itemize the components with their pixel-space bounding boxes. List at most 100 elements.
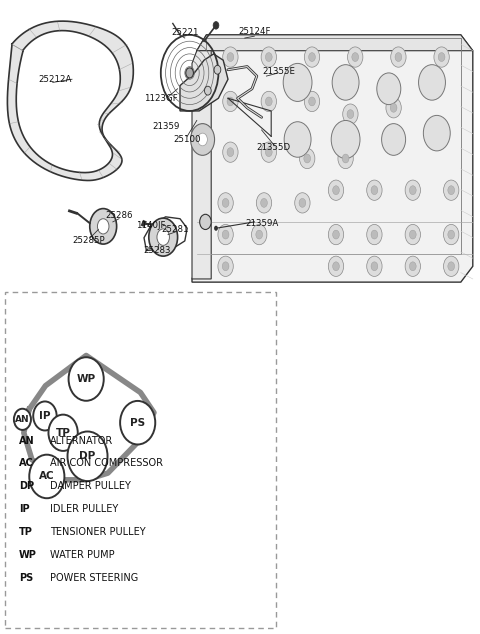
Circle shape bbox=[309, 97, 315, 106]
Circle shape bbox=[371, 262, 378, 271]
Circle shape bbox=[149, 218, 178, 256]
Text: 25286: 25286 bbox=[105, 211, 133, 220]
Circle shape bbox=[405, 224, 420, 245]
Circle shape bbox=[261, 91, 276, 112]
Circle shape bbox=[204, 86, 211, 95]
Circle shape bbox=[405, 180, 420, 200]
Circle shape bbox=[304, 91, 320, 112]
Circle shape bbox=[448, 186, 455, 195]
Circle shape bbox=[227, 148, 234, 157]
Ellipse shape bbox=[14, 409, 31, 430]
Circle shape bbox=[391, 47, 406, 67]
Circle shape bbox=[256, 230, 263, 239]
Circle shape bbox=[284, 122, 311, 157]
Circle shape bbox=[265, 148, 272, 157]
Circle shape bbox=[444, 224, 459, 245]
Circle shape bbox=[223, 142, 238, 162]
Circle shape bbox=[331, 120, 360, 158]
Text: 21355E: 21355E bbox=[262, 67, 295, 75]
Text: TP: TP bbox=[19, 527, 33, 537]
Circle shape bbox=[333, 262, 339, 271]
Circle shape bbox=[448, 262, 455, 271]
Text: WP: WP bbox=[19, 550, 37, 560]
Polygon shape bbox=[192, 51, 211, 279]
Circle shape bbox=[213, 22, 219, 29]
Circle shape bbox=[283, 63, 312, 101]
Circle shape bbox=[448, 230, 455, 239]
Circle shape bbox=[367, 180, 382, 200]
Circle shape bbox=[371, 230, 378, 239]
Circle shape bbox=[333, 230, 339, 239]
Circle shape bbox=[434, 47, 449, 67]
Text: AN: AN bbox=[19, 436, 35, 446]
Circle shape bbox=[223, 91, 238, 112]
Circle shape bbox=[342, 154, 349, 163]
Text: TENSIONER PULLEY: TENSIONER PULLEY bbox=[50, 527, 146, 537]
Circle shape bbox=[409, 230, 416, 239]
Circle shape bbox=[338, 148, 353, 169]
Circle shape bbox=[191, 124, 215, 155]
Circle shape bbox=[367, 256, 382, 276]
Text: 25283: 25283 bbox=[144, 246, 171, 255]
Circle shape bbox=[222, 230, 229, 239]
Circle shape bbox=[438, 53, 445, 61]
Circle shape bbox=[347, 110, 354, 119]
Circle shape bbox=[382, 124, 406, 155]
Text: 25285P: 25285P bbox=[72, 236, 105, 245]
Circle shape bbox=[395, 53, 402, 61]
Ellipse shape bbox=[120, 401, 155, 444]
Circle shape bbox=[218, 224, 233, 245]
Ellipse shape bbox=[29, 455, 64, 498]
Circle shape bbox=[332, 65, 359, 100]
Circle shape bbox=[299, 198, 306, 207]
Circle shape bbox=[261, 47, 276, 67]
Text: ALTERNATOR: ALTERNATOR bbox=[50, 436, 114, 446]
Text: AC: AC bbox=[39, 472, 55, 481]
FancyBboxPatch shape bbox=[5, 292, 276, 628]
Text: 1123GF: 1123GF bbox=[144, 94, 178, 103]
Circle shape bbox=[444, 256, 459, 276]
Circle shape bbox=[304, 47, 320, 67]
Circle shape bbox=[405, 256, 420, 276]
Text: DP: DP bbox=[79, 451, 96, 462]
Circle shape bbox=[352, 53, 359, 61]
Circle shape bbox=[386, 98, 401, 118]
Text: 25124F: 25124F bbox=[238, 27, 271, 36]
Circle shape bbox=[328, 180, 344, 200]
Circle shape bbox=[309, 53, 315, 61]
Circle shape bbox=[214, 65, 221, 74]
Text: AN: AN bbox=[15, 415, 30, 424]
Text: 21359A: 21359A bbox=[245, 219, 278, 228]
Text: PS: PS bbox=[19, 573, 34, 583]
Circle shape bbox=[390, 103, 397, 112]
Text: IP: IP bbox=[19, 504, 30, 514]
Circle shape bbox=[409, 186, 416, 195]
Text: DAMPER PULLEY: DAMPER PULLEY bbox=[50, 481, 131, 491]
Text: 25212A: 25212A bbox=[38, 75, 72, 84]
Text: DP: DP bbox=[19, 481, 35, 491]
Polygon shape bbox=[197, 35, 473, 51]
Circle shape bbox=[222, 198, 229, 207]
Circle shape bbox=[333, 186, 339, 195]
Circle shape bbox=[367, 224, 382, 245]
Circle shape bbox=[218, 256, 233, 276]
Circle shape bbox=[256, 193, 272, 213]
Circle shape bbox=[222, 262, 229, 271]
Circle shape bbox=[371, 186, 378, 195]
Ellipse shape bbox=[33, 401, 57, 430]
Circle shape bbox=[157, 229, 169, 245]
Circle shape bbox=[348, 47, 363, 67]
Polygon shape bbox=[192, 35, 473, 282]
Circle shape bbox=[227, 53, 234, 61]
Circle shape bbox=[328, 224, 344, 245]
Circle shape bbox=[90, 209, 117, 244]
Circle shape bbox=[295, 193, 310, 213]
Circle shape bbox=[423, 115, 450, 151]
Circle shape bbox=[214, 226, 218, 231]
Ellipse shape bbox=[68, 432, 108, 481]
Text: 25100: 25100 bbox=[173, 135, 201, 144]
Circle shape bbox=[328, 256, 344, 276]
Circle shape bbox=[97, 219, 109, 234]
Polygon shape bbox=[180, 54, 228, 111]
Circle shape bbox=[223, 47, 238, 67]
